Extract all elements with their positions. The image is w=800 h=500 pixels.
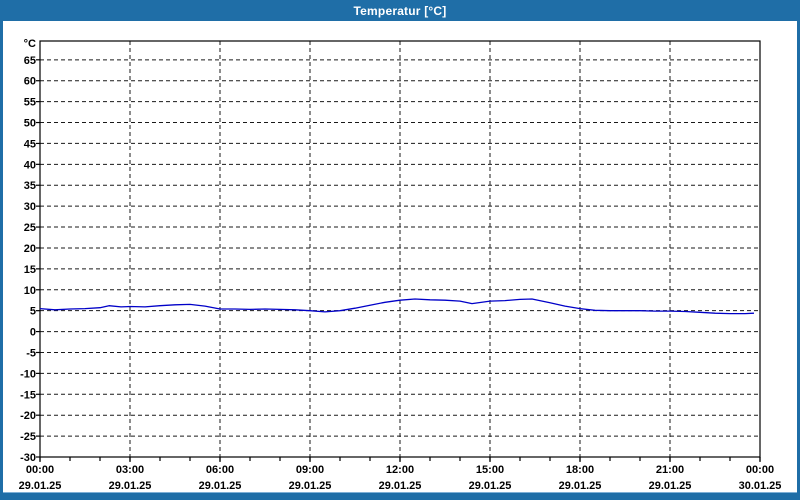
y-tick-label: 5 bbox=[30, 306, 36, 318]
x-date-label: 29.01.25 bbox=[199, 480, 242, 492]
y-tick-label: 30 bbox=[24, 201, 36, 213]
x-date-label: 29.01.25 bbox=[19, 480, 62, 492]
x-date-label: 29.01.25 bbox=[649, 480, 692, 492]
y-tick-label: 55 bbox=[24, 97, 36, 109]
y-tick-label: 35 bbox=[24, 180, 36, 192]
y-tick-label: 25 bbox=[24, 222, 36, 234]
window-title: Temperatur [°C] bbox=[353, 3, 447, 18]
x-date-label: 29.01.25 bbox=[109, 480, 152, 492]
y-tick-label: 50 bbox=[24, 118, 36, 130]
x-time-label: 03:00 bbox=[116, 464, 144, 476]
x-time-label: 09:00 bbox=[296, 464, 324, 476]
x-date-label: 29.01.25 bbox=[469, 480, 512, 492]
y-tick-label: 60 bbox=[24, 76, 36, 88]
y-tick-label: 20 bbox=[24, 243, 36, 255]
x-time-label: 00:00 bbox=[746, 464, 774, 476]
x-time-label: 21:00 bbox=[656, 464, 684, 476]
y-tick-label: -25 bbox=[20, 431, 36, 443]
y-tick-label: 65 bbox=[24, 55, 36, 67]
x-time-label: 15:00 bbox=[476, 464, 504, 476]
y-tick-label: 0 bbox=[30, 327, 36, 339]
y-tick-label: 40 bbox=[24, 159, 36, 171]
y-tick-label: -15 bbox=[20, 389, 36, 401]
temperature-line bbox=[39, 298, 755, 315]
x-date-label: 30.01.25 bbox=[739, 480, 782, 492]
x-date-label: 29.01.25 bbox=[289, 480, 332, 492]
y-tick-label: 45 bbox=[24, 138, 36, 150]
y-tick-label: -5 bbox=[26, 347, 36, 359]
y-tick-label: 15 bbox=[24, 264, 36, 276]
y-axis-unit-label: °C bbox=[24, 38, 36, 50]
x-date-label: 29.01.25 bbox=[559, 480, 602, 492]
y-tick-label: 10 bbox=[24, 285, 36, 297]
y-tick-label: -10 bbox=[20, 368, 36, 380]
x-time-label: 18:00 bbox=[566, 464, 594, 476]
window-titlebar[interactable]: Temperatur [°C] bbox=[0, 0, 800, 21]
chart-panel: 65 60 55 50 45 40 35 30 25 20 15 10 5 0 -5 -10 -15 -20 -25… bbox=[3, 21, 797, 493]
x-date-label: 29.01.25 bbox=[379, 480, 422, 492]
y-tick-label: -20 bbox=[20, 410, 36, 422]
x-time-label: 00:00 bbox=[26, 464, 54, 476]
x-time-label: 12:00 bbox=[386, 464, 414, 476]
x-time-label: 06:00 bbox=[206, 464, 234, 476]
y-tick-label: -30 bbox=[20, 452, 36, 464]
